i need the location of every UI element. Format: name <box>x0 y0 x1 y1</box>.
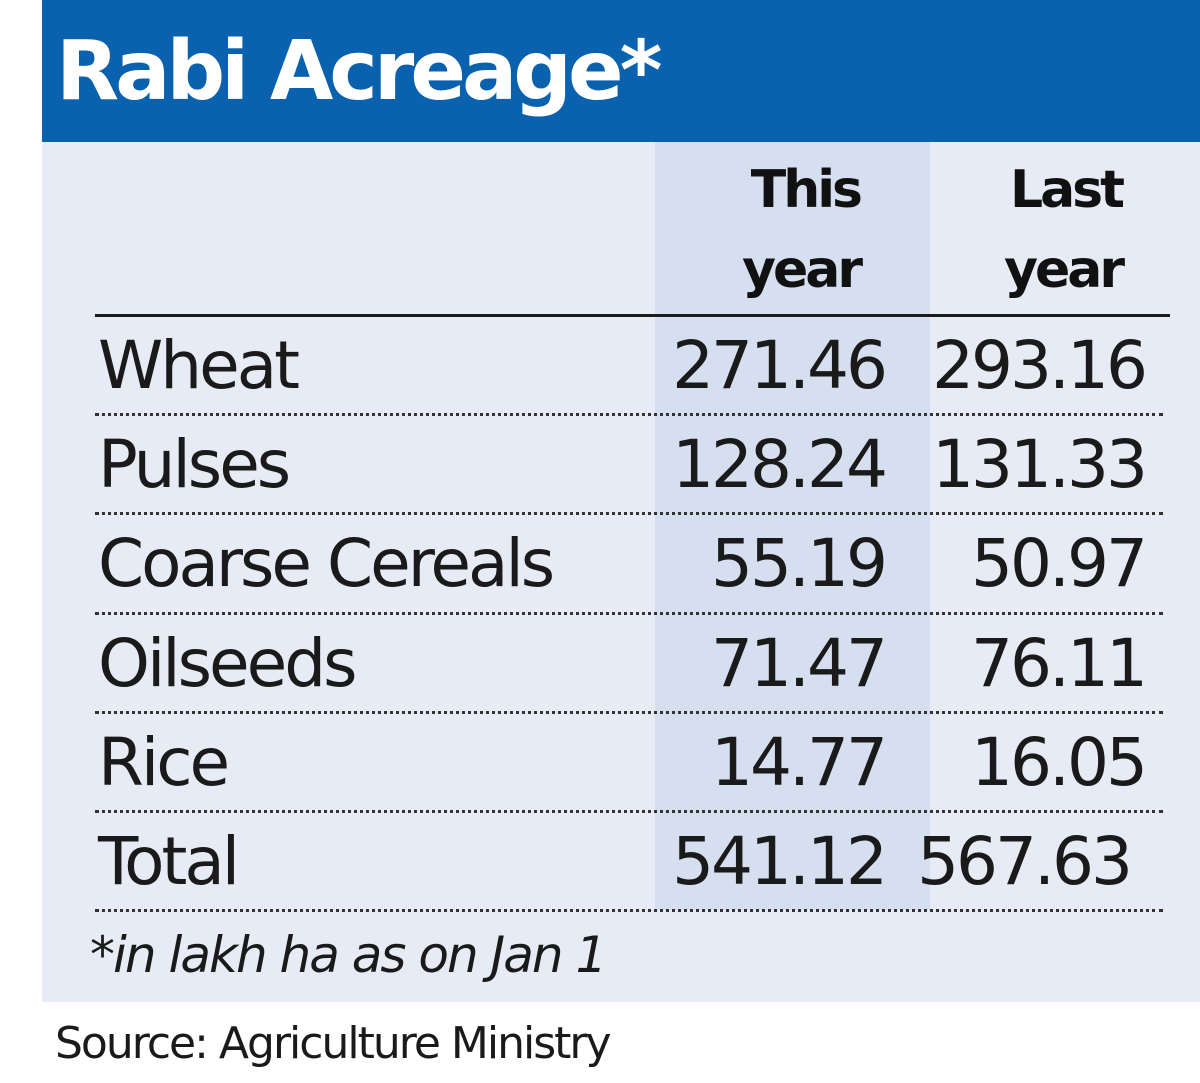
column-header-last-year: Last year <box>940 150 1125 310</box>
row-divider <box>95 810 1163 813</box>
cell-last-year-rice: 16.05 <box>971 723 1148 801</box>
column-header-last-year-word2: year <box>1004 240 1125 300</box>
table-panel <box>42 142 1200 1002</box>
row-label-pulses: Pulses <box>98 426 291 504</box>
row-divider <box>95 909 1163 913</box>
row-label-coarse-cereals: Coarse Cereals <box>98 525 555 603</box>
column-header-this-year-word2: year <box>742 240 863 300</box>
column-header-last-year-word1: Last <box>1009 160 1125 220</box>
row-divider <box>95 611 1163 615</box>
cell-this-year-wheat: 271.46 <box>672 327 888 404</box>
column-header-this-year: This year <box>680 150 863 310</box>
title-bar <box>42 0 1200 142</box>
row-label-oilseeds: Oilseeds <box>98 624 358 702</box>
row-label-total: Total <box>98 823 240 900</box>
column-header-this-year-word1: This <box>750 160 863 220</box>
cell-last-year-pulses: 131.33 <box>932 426 1148 504</box>
row-label-wheat: Wheat <box>98 327 300 404</box>
cell-last-year-oilseeds: 76.11 <box>971 624 1148 702</box>
cell-this-year-oilseeds: 71.47 <box>711 624 888 702</box>
row-divider <box>95 512 1163 516</box>
cell-this-year-rice: 14.77 <box>711 723 888 801</box>
row-label-rice: Rice <box>98 723 230 801</box>
cell-this-year-total: 541.12 <box>672 823 888 900</box>
cell-last-year-coarse-cereals: 50.97 <box>971 525 1148 603</box>
footnote: *in lakh ha as on Jan 1 <box>90 926 607 984</box>
cell-last-year-wheat: 293.16 <box>932 327 1148 404</box>
header-rule <box>95 314 1170 317</box>
this-year-column-highlight <box>655 142 930 910</box>
row-divider <box>95 413 1163 417</box>
cell-this-year-pulses: 128.24 <box>672 426 888 504</box>
cell-this-year-coarse-cereals: 55.19 <box>711 525 888 603</box>
source-line: Source: Agriculture Ministry <box>55 1018 611 1069</box>
row-divider <box>95 710 1163 714</box>
chart-title: Rabi Acreage* <box>56 24 662 119</box>
cell-last-year-total: 567.63 <box>917 823 1133 900</box>
